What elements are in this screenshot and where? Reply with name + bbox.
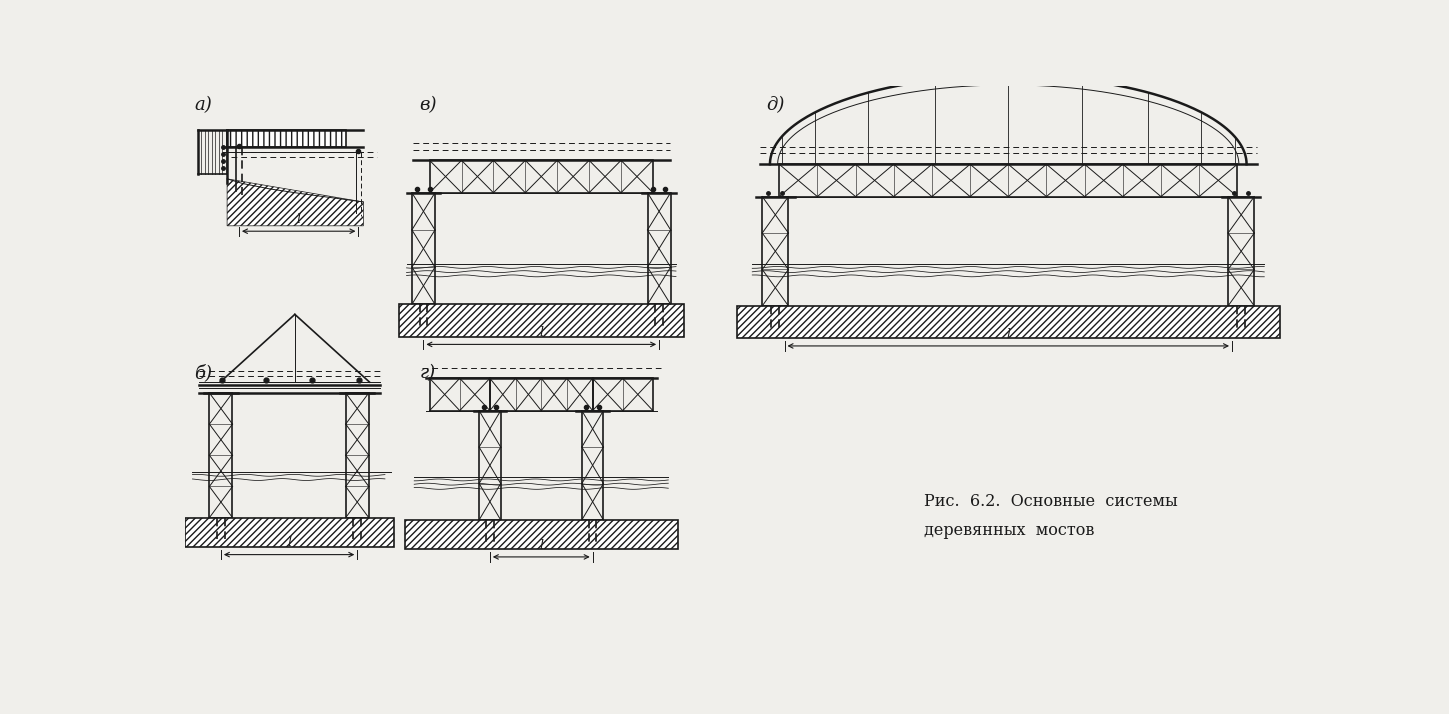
Text: l: l [287, 536, 291, 549]
Text: l: l [539, 538, 543, 551]
Text: l: l [1006, 328, 1010, 341]
Text: б): б) [194, 364, 212, 383]
Text: l: l [539, 326, 543, 339]
Polygon shape [738, 306, 1279, 338]
Text: l: l [297, 213, 301, 226]
Text: Рис.  6.2.  Основные  системы
деревянных  мостов: Рис. 6.2. Основные системы деревянных мо… [924, 493, 1178, 539]
Text: д): д) [767, 96, 784, 114]
Polygon shape [227, 178, 364, 226]
Polygon shape [184, 518, 394, 547]
Text: г): г) [420, 364, 436, 383]
Text: а): а) [194, 96, 212, 114]
Polygon shape [227, 129, 346, 146]
Text: в): в) [420, 96, 438, 114]
Polygon shape [398, 304, 684, 337]
Polygon shape [404, 520, 678, 549]
